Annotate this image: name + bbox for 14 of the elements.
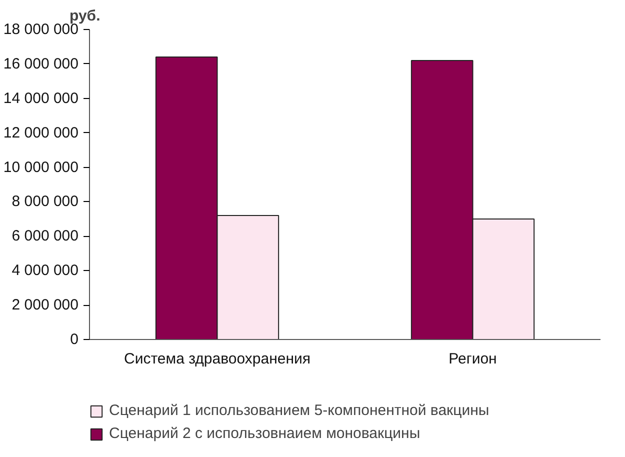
y-tick-label: 2 000 000 [12,296,79,314]
y-tick-label: 8 000 000 [12,193,79,210]
legend-label: Сценарий 2 с использовнаием моновакцины [109,425,420,442]
x-tick-label: Система здравоохранения [124,350,310,368]
y-tick-label: 6 000 000 [12,228,79,245]
legend-label: Сценарий 1 использованием 5-компонентной вакцины [109,402,490,419]
y-tick-label: 16 000 000 [3,55,79,72]
x-tick-label: Регион [448,350,497,368]
y-tick-label: 14 000 000 [3,90,79,107]
y-tick-label: 4 000 000 [12,262,79,280]
y-axis-title: руб. [70,8,100,24]
y-tick-label: 12 000 000 [3,124,79,142]
y-tick-label: 0 [70,331,78,348]
y-tick-label: 10 000 000 [3,158,79,176]
